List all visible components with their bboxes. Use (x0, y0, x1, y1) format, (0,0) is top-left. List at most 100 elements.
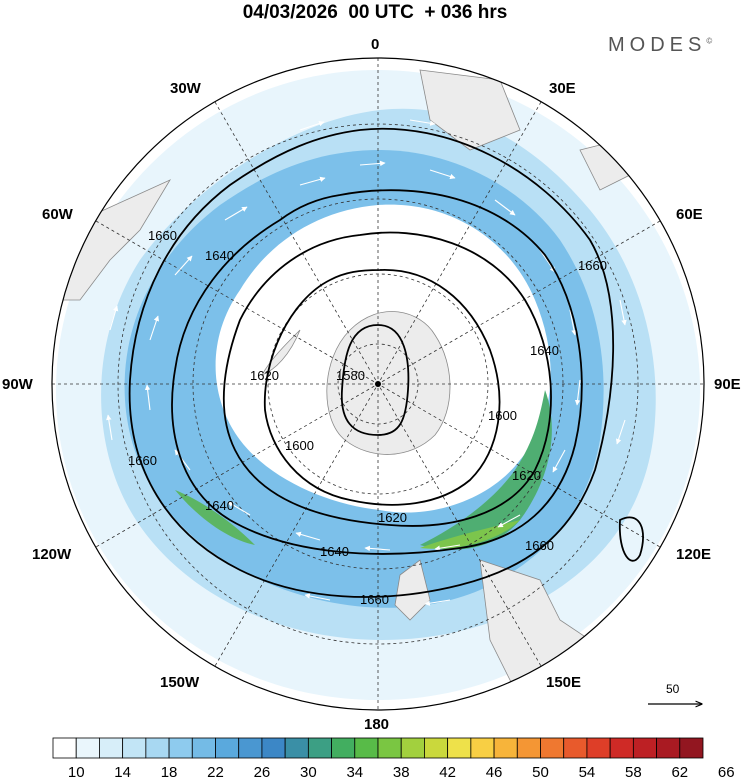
contour-labels: 1580 1600 1600 1620 1620 1620 1640 1640 … (128, 228, 607, 607)
lon-label-60w: 60W (42, 206, 73, 223)
wind-arrow (574, 379, 581, 406)
contour-1580 (340, 324, 410, 436)
wind-arrow (615, 419, 626, 445)
colorbar-swatch (122, 737, 147, 759)
colorbar-swatch (400, 737, 425, 759)
wind-arrow (224, 206, 248, 221)
lon-label-0: 0 (371, 36, 380, 53)
antarctic-peninsula (261, 329, 301, 376)
colorbar-swatch (516, 737, 541, 759)
wind-arrow (109, 305, 119, 331)
colorbar-label: 38 (393, 764, 410, 781)
wind-arrow (149, 315, 160, 341)
colorbar-swatch (191, 737, 216, 759)
contour-label-1640: 1640 (530, 343, 559, 358)
colorbar-label: 66 (718, 764, 735, 781)
antarctica (326, 311, 451, 455)
reference-vector: 50 (646, 682, 706, 712)
contour-1620 (222, 231, 552, 527)
wind-arrow (552, 449, 566, 473)
contour-1660 (128, 127, 615, 598)
lon-label-120e: 120E (676, 546, 712, 563)
colorbar-label: 42 (439, 764, 456, 781)
colorbar-label: 14 (114, 764, 131, 781)
wind-arrow (434, 544, 461, 551)
lon-label-60e: 60E (676, 206, 703, 223)
contour-label-1660: 1660 (578, 258, 607, 273)
lon-label-30w: 30W (170, 80, 201, 97)
colorbar-swatch (424, 737, 449, 759)
colorbar-swatch (656, 737, 681, 759)
wind-arrow (174, 449, 191, 471)
lon-label-150e: 150E (546, 674, 582, 691)
contour-label-1620: 1620 (512, 468, 541, 483)
colorbar-label: 26 (254, 764, 271, 781)
height-contours (128, 127, 644, 598)
wind-arrow (619, 299, 627, 326)
wind-vectors (106, 119, 627, 606)
colorbar-label: 54 (579, 764, 596, 781)
colorbar-swatch (632, 737, 657, 759)
contour-label-1640: 1640 (205, 248, 234, 263)
colorbar-swatch (261, 737, 286, 759)
contour-label-1660: 1660 (360, 592, 389, 607)
contour-label-1640: 1640 (205, 498, 234, 513)
lon-label-30e: 30E (549, 80, 576, 97)
wind-arrow (295, 531, 321, 541)
contour-label-1620: 1620 (378, 510, 407, 525)
lon-label-180: 180 (364, 716, 390, 733)
wind-arrow (364, 545, 391, 552)
south-pole-dot (375, 381, 381, 387)
contour-1600 (263, 269, 501, 506)
colorbar-swatch (75, 737, 100, 759)
logo-text: MODES (608, 34, 707, 56)
colorbar-swatch (563, 737, 588, 759)
africa-south (419, 69, 521, 151)
contour-1640 (171, 189, 583, 555)
colorbar-label: 62 (671, 764, 688, 781)
colorbar-swatch (447, 737, 472, 759)
colorbar-swatch (493, 737, 518, 759)
colorbar-swatch (354, 737, 379, 759)
tasmania-nz (394, 559, 431, 621)
wind-arrow (497, 514, 521, 528)
lon-label-90e: 90E (714, 376, 741, 393)
colorbar-swatch (470, 737, 495, 759)
colorbar-label: 46 (486, 764, 503, 781)
wind-arrow (424, 599, 451, 606)
colorbar-label: 10 (68, 764, 85, 781)
colorbar-swatch (679, 737, 704, 759)
wind-arrow (299, 120, 325, 131)
land-masses (59, 69, 641, 701)
jet-max-west (175, 490, 255, 545)
colorbar-swatch (52, 737, 77, 759)
wind-arrow (359, 160, 386, 167)
contour-label-1660: 1660 (128, 453, 157, 468)
wind-arrow (144, 384, 151, 411)
chart-title: 04/03/2026 00 UTC + 036 hrs (242, 2, 508, 23)
colorbar-swatch (307, 737, 332, 759)
contour-1660-closed (618, 516, 644, 562)
jet-max-east (420, 390, 552, 550)
wind-arrow (299, 176, 326, 186)
lon-label-150w: 150W (160, 674, 200, 691)
contour-label-1600: 1600 (285, 438, 314, 453)
wind-arrow (569, 309, 577, 336)
colorbar-swatch (586, 737, 611, 759)
colorbar-swatch (99, 737, 124, 759)
colorbar-swatch (238, 737, 263, 759)
colorbar-swatch (168, 737, 193, 759)
wind-arrow (106, 414, 113, 441)
contour-label-1660: 1660 (525, 538, 554, 553)
colorbar-swatch (377, 737, 402, 759)
copyright-mark: © (706, 36, 713, 46)
colorbar-label: 58 (625, 764, 642, 781)
wind-arrow (429, 169, 456, 180)
colorbar-swatch (331, 737, 356, 759)
colorbar-label: 18 (161, 764, 178, 781)
colorbar-swatch (540, 737, 565, 759)
wind-arrow (494, 199, 516, 216)
contour-label-1620: 1620 (250, 368, 279, 383)
colorbar-label: 22 (207, 764, 224, 781)
